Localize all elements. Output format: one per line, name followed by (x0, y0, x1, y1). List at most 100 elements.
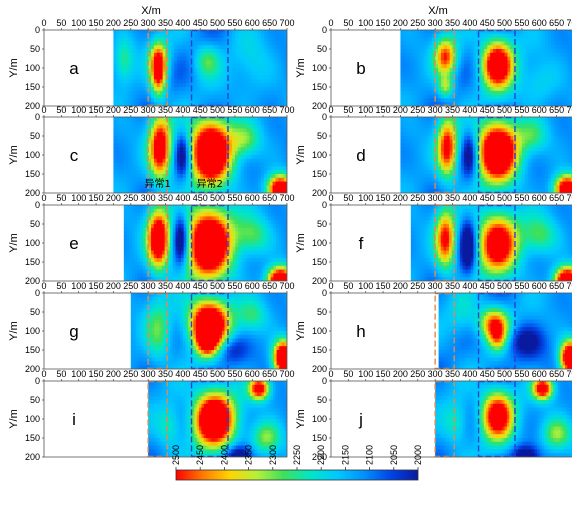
heat-cell (234, 120, 239, 126)
heat-cell (206, 37, 210, 42)
heat-cell (458, 68, 462, 73)
heat-cell (562, 177, 566, 183)
heat-cell (490, 64, 494, 69)
heat-cell (475, 143, 480, 148)
heat-cell (420, 90, 425, 96)
heat-cell (530, 185, 535, 190)
x-tick-label: 600 (245, 105, 260, 115)
heat-cell (553, 162, 558, 167)
heat-cell (516, 147, 520, 152)
heat-cell (498, 117, 503, 122)
heat-cell (113, 174, 117, 179)
heat-cell (269, 64, 274, 69)
heat-cell (481, 49, 485, 54)
heat-cell (409, 147, 413, 152)
heat-cell (234, 166, 239, 171)
heat-cell (232, 75, 236, 80)
heat-cell (145, 132, 149, 137)
heat-cell (556, 189, 561, 193)
heat-cell (125, 41, 129, 46)
heat-cell (423, 132, 428, 137)
heat-cell (458, 174, 462, 179)
heat-cell (420, 143, 425, 148)
heat-cell (472, 79, 477, 84)
heat-cell (542, 45, 546, 50)
heat-cell (493, 37, 497, 42)
heat-cell (406, 147, 410, 152)
heat-cell (469, 162, 474, 167)
heat-cell (539, 124, 543, 129)
heat-cell (461, 52, 465, 58)
heat-cell (145, 56, 149, 61)
heat-cell (553, 52, 558, 58)
heat-cell (493, 189, 497, 193)
heat-cell (420, 33, 425, 39)
heat-cell (455, 37, 459, 42)
heat-cell (208, 185, 213, 190)
heat-cell (208, 147, 213, 152)
heat-cell (533, 49, 537, 54)
x-tick-label: 600 (532, 18, 547, 28)
heat-cell (498, 98, 503, 103)
heat-cell (435, 98, 439, 103)
heat-cell (556, 41, 561, 46)
heat-cell (119, 45, 123, 50)
heat-cell (438, 52, 442, 58)
heat-cell (266, 128, 271, 133)
heat-cell (478, 128, 483, 133)
heat-cell (133, 49, 138, 54)
heat-cell (127, 87, 132, 92)
heat-cell (464, 33, 468, 39)
heat-cell (565, 41, 569, 46)
heat-cell (153, 147, 158, 152)
heat-cell (527, 87, 532, 92)
heat-cell (258, 162, 262, 167)
heat-cell (139, 41, 143, 46)
heat-cell (269, 151, 274, 156)
heat-cell (420, 75, 425, 80)
heat-cell (255, 158, 259, 164)
heat-cell (443, 83, 448, 88)
heat-cell (191, 151, 196, 156)
heat-cell (119, 83, 123, 88)
heat-cell (478, 79, 483, 84)
heat-cell (545, 33, 549, 39)
heat-cell (438, 136, 442, 141)
heat-cell (443, 124, 448, 129)
heat-cell (409, 189, 413, 193)
heat-cell (269, 162, 274, 167)
heat-cell (194, 64, 198, 69)
heat-cell (272, 52, 277, 58)
heat-cell (498, 64, 503, 69)
heat-cell (519, 33, 523, 39)
x-tick-label: 550 (514, 18, 529, 28)
heat-cell (414, 94, 419, 99)
heat-cell (243, 75, 248, 80)
heat-cell (478, 155, 483, 160)
heat-cell (217, 132, 222, 137)
heat-cell (412, 162, 416, 167)
heat-cell (168, 177, 172, 183)
heat-cell (449, 79, 454, 84)
heat-cell (501, 170, 506, 175)
heat-cell (536, 45, 540, 50)
heat-cell (498, 166, 503, 171)
heat-cell (203, 87, 207, 92)
heat-cell (510, 158, 514, 164)
heat-cell (542, 128, 546, 133)
heat-cell (478, 162, 483, 167)
heat-cell (542, 98, 546, 103)
heat-cell (484, 30, 488, 35)
heat-cell (498, 151, 503, 156)
heat-cell (142, 181, 146, 186)
heat-cell (559, 143, 564, 148)
heat-cell (539, 147, 543, 152)
heat-cell (521, 41, 526, 46)
heat-cell (151, 120, 155, 126)
heat-cell (136, 120, 141, 126)
heat-cell (185, 41, 190, 46)
heat-cell (559, 147, 564, 152)
panel-e: 0 50 100 150 200 250 300 350 400 450 500 550 600 650 7… (8, 193, 295, 286)
heat-cell (145, 136, 149, 141)
heat-cell (255, 185, 259, 190)
